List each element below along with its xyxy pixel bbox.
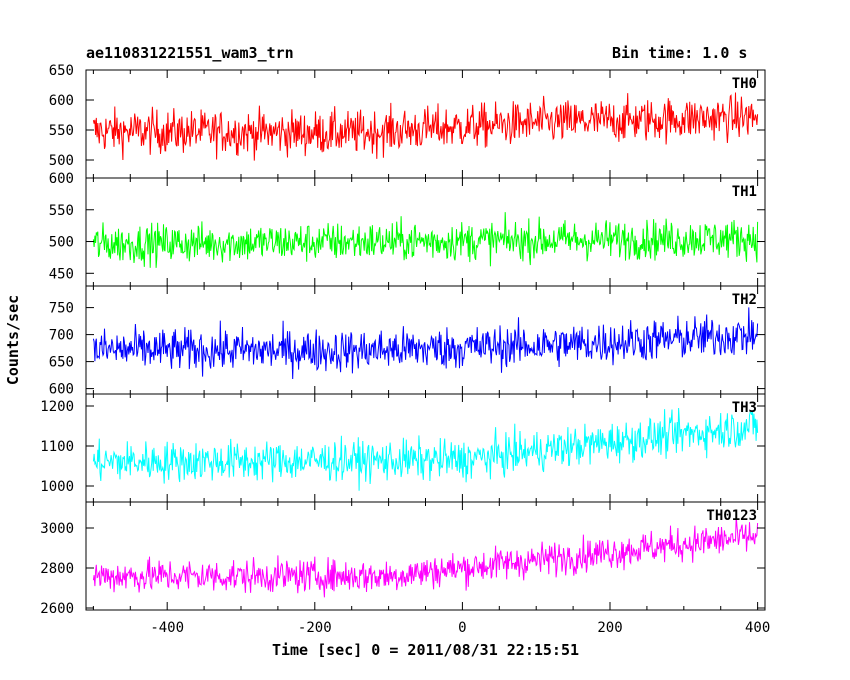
ytick-label-th3: 1100 xyxy=(40,439,74,455)
series-label-th1: TH1 xyxy=(732,184,757,200)
ytick-label-th0: 600 xyxy=(49,93,74,109)
series-label-th3: TH3 xyxy=(732,400,757,416)
ytick-label-th1: 500 xyxy=(49,235,74,251)
series-th1 xyxy=(92,212,759,268)
ytick-label-th0123: 3000 xyxy=(40,521,74,537)
ytick-label-th2: 750 xyxy=(49,301,74,317)
ytick-label-th0123: 2600 xyxy=(40,601,74,617)
bin-time-label: Bin time: 1.0 s xyxy=(612,44,748,62)
ytick-label-th1: 550 xyxy=(49,203,74,219)
xtick-label: -400 xyxy=(150,620,184,636)
ytick-label-th0: 650 xyxy=(49,63,74,79)
ytick-label-th2: 650 xyxy=(49,355,74,371)
xtick-label: 0 xyxy=(458,620,466,636)
chart-title: ae110831221551_wam3_trn xyxy=(86,44,294,62)
ytick-label-th0123: 2800 xyxy=(40,561,74,577)
series-th3 xyxy=(92,407,759,491)
xtick-label: -200 xyxy=(298,620,332,636)
y-axis-label: Counts/sec xyxy=(4,295,22,385)
x-axis-label: Time [sec] 0 = 2011/08/31 22:15:51 xyxy=(272,641,579,659)
series-label-th0: TH0 xyxy=(732,76,757,92)
ytick-label-th1: 450 xyxy=(49,266,74,282)
series-th0123 xyxy=(92,515,759,598)
panel-frame-th0123 xyxy=(85,501,766,611)
series-th0 xyxy=(92,92,759,161)
series-label-th0123: TH0123 xyxy=(706,508,757,524)
xtick-label: 400 xyxy=(745,620,770,636)
ytick-label-th2: 600 xyxy=(49,382,74,398)
ytick-label-th0: 500 xyxy=(49,153,74,169)
ytick-label-th1: 600 xyxy=(49,171,74,187)
series-label-th2: TH2 xyxy=(732,292,757,308)
ytick-label-th3: 1000 xyxy=(40,479,74,495)
ytick-label-th0: 550 xyxy=(49,123,74,139)
panel-frame-th3 xyxy=(85,393,766,503)
xtick-label: 200 xyxy=(597,620,622,636)
series-th2 xyxy=(92,307,759,380)
ytick-label-th2: 700 xyxy=(49,328,74,344)
ytick-label-th3: 1200 xyxy=(40,399,74,415)
